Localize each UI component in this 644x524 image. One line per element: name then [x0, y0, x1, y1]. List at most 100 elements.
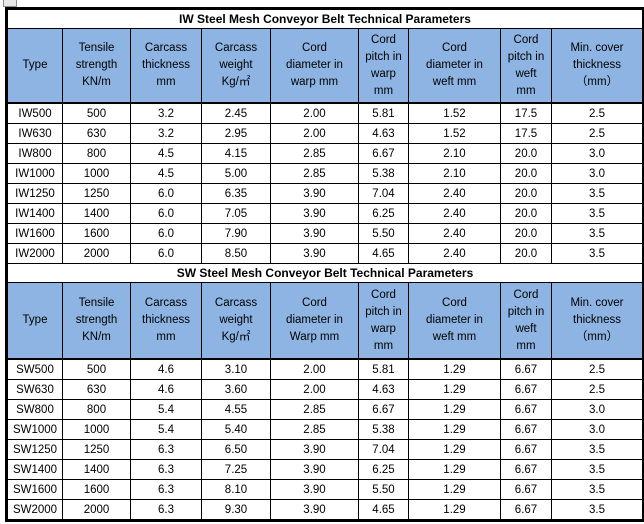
value-cell: 2.40: [408, 183, 501, 204]
table-row: IW500 500 3.2 2.45 2.00 5.81 1.52 17.5 2.5: [7, 102, 643, 124]
value-cell: 20.0: [500, 143, 552, 164]
type-cell: SW800: [7, 399, 63, 420]
value-cell: 3.90: [270, 499, 359, 520]
value-cell: 5.81: [358, 358, 409, 380]
value-cell: 3.5: [551, 203, 643, 224]
value-cell: 2.40: [408, 203, 501, 224]
value-cell: 9.30: [201, 499, 271, 520]
value-cell: 6.67: [500, 399, 552, 420]
value-cell: 7.05: [201, 203, 271, 224]
value-cell: 7.25: [201, 459, 271, 480]
table-row: IW1600 1600 6.0 7.90 3.90 5.50 2.40 20.0 3.5: [7, 223, 643, 244]
value-cell: 1000: [62, 419, 131, 440]
column-header: Tensile strength KN/m: [62, 28, 131, 104]
value-cell: 2.45: [201, 102, 271, 124]
table-row: SW500 500 4.6 3.10 2.00 5.81 1.29 6.67 2.5: [7, 358, 643, 380]
table-row: IW800 800 4.5 4.15 2.85 6.67 2.10 20.0 3.0: [7, 143, 643, 164]
value-cell: 1.29: [408, 439, 501, 460]
column-header: Cord diameter in weft mm: [408, 282, 501, 360]
type-cell: IW630: [7, 123, 63, 144]
value-cell: 1400: [62, 459, 131, 480]
value-cell: 3.5: [551, 459, 643, 480]
value-cell: 2.5: [551, 379, 643, 400]
column-header: Cord diameter in weft mm: [408, 28, 501, 104]
column-header: Carcass weight Kg/㎡: [201, 28, 271, 104]
value-cell: 2.00: [270, 123, 359, 144]
value-cell: 7.04: [358, 439, 409, 460]
value-cell: 7.90: [201, 223, 271, 244]
parameters-table-body: IW Steel Mesh Conveyor Belt Technical Pa…: [7, 9, 643, 520]
value-cell: 1.52: [408, 102, 501, 124]
type-cell: IW1000: [7, 163, 63, 184]
value-cell: 1000: [62, 163, 131, 184]
value-cell: 5.38: [358, 163, 409, 184]
value-cell: 2.5: [551, 358, 643, 380]
value-cell: 20.0: [500, 243, 552, 264]
column-header: Carcass weight Kg/㎡: [201, 282, 271, 360]
value-cell: 3.10: [201, 358, 271, 380]
value-cell: 6.0: [130, 223, 202, 244]
value-cell: 3.90: [270, 203, 359, 224]
value-cell: 17.5: [500, 123, 552, 144]
value-cell: 6.25: [358, 459, 409, 480]
value-cell: 4.15: [201, 143, 271, 164]
table-title: IW Steel Mesh Conveyor Belt Technical Pa…: [7, 9, 643, 29]
value-cell: 3.2: [130, 123, 202, 144]
value-cell: 3.90: [270, 459, 359, 480]
value-cell: 3.0: [551, 399, 643, 420]
value-cell: 5.4: [130, 399, 202, 420]
value-cell: 2.95: [201, 123, 271, 144]
table-row: SW1250 1250 6.3 6.50 3.90 7.04 1.29 6.67 3.5: [7, 439, 643, 460]
table-row: SW630 630 4.6 3.60 2.00 4.63 1.29 6.67 2.5: [7, 379, 643, 400]
value-cell: 5.81: [358, 102, 409, 124]
value-cell: 2.00: [270, 358, 359, 380]
value-cell: 6.0: [130, 243, 202, 264]
value-cell: 1.29: [408, 499, 501, 520]
type-cell: IW1600: [7, 223, 63, 244]
value-cell: 3.90: [270, 243, 359, 264]
value-cell: 3.0: [551, 419, 643, 440]
value-cell: 5.00: [201, 163, 271, 184]
value-cell: 2.00: [270, 379, 359, 400]
value-cell: 20.0: [500, 183, 552, 204]
column-header: Min. cover thickness （mm）: [551, 28, 643, 104]
column-header: Type: [7, 28, 63, 104]
value-cell: 2000: [62, 499, 131, 520]
value-cell: 20.0: [500, 163, 552, 184]
table-row: SW1600 1600 6.3 8.10 3.90 5.50 1.29 6.67 3.5: [7, 479, 643, 500]
value-cell: 8.50: [201, 243, 271, 264]
value-cell: 6.67: [500, 419, 552, 440]
broken-image-icon: [3, 0, 17, 7]
value-cell: 7.04: [358, 183, 409, 204]
value-cell: 4.63: [358, 379, 409, 400]
value-cell: 5.4: [130, 419, 202, 440]
value-cell: 6.3: [130, 479, 202, 500]
value-cell: 4.5: [130, 143, 202, 164]
column-header: Cord pitch in weft mm: [500, 28, 552, 104]
value-cell: 3.90: [270, 183, 359, 204]
value-cell: 6.67: [500, 358, 552, 380]
column-header: Cord diameter in warp mm: [270, 28, 359, 104]
value-cell: 6.3: [130, 439, 202, 460]
value-cell: 6.0: [130, 203, 202, 224]
value-cell: 3.90: [270, 223, 359, 244]
value-cell: 6.35: [201, 183, 271, 204]
type-cell: SW500: [7, 358, 63, 380]
value-cell: 1.29: [408, 379, 501, 400]
value-cell: 1.29: [408, 419, 501, 440]
table-row: IW2000 2000 6.0 8.50 3.90 4.65 2.40 20.0 3.5: [7, 243, 643, 264]
value-cell: 3.5: [551, 223, 643, 244]
column-header: Carcass thickness mm: [130, 282, 202, 360]
value-cell: 6.67: [500, 499, 552, 520]
table-title: SW Steel Mesh Conveyor Belt Technical Pa…: [7, 263, 643, 283]
value-cell: 1.52: [408, 123, 501, 144]
value-cell: 3.60: [201, 379, 271, 400]
table-row: SW1400 1400 6.3 7.25 3.90 6.25 1.29 6.67 3.5: [7, 459, 643, 480]
value-cell: 6.25: [358, 203, 409, 224]
type-cell: IW800: [7, 143, 63, 164]
column-header: Type: [7, 282, 63, 360]
table-row: IW1250 1250 6.0 6.35 3.90 7.04 2.40 20.0 3.5: [7, 183, 643, 204]
value-cell: 3.5: [551, 243, 643, 264]
type-cell: SW2000: [7, 499, 63, 520]
value-cell: 1.29: [408, 399, 501, 420]
